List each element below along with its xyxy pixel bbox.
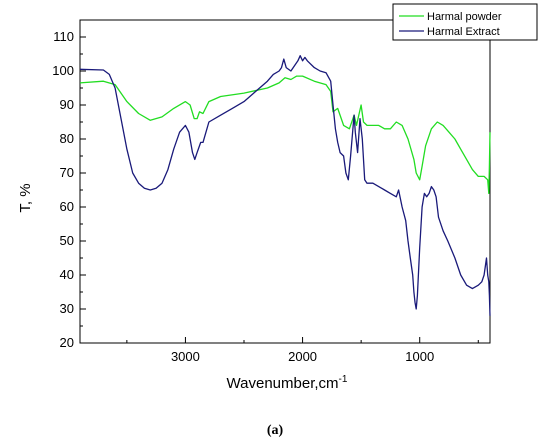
y-tick-label: 20 xyxy=(60,335,74,350)
y-tick-label: 80 xyxy=(60,131,74,146)
legend-label-harmal-powder: Harmal powder xyxy=(427,11,502,23)
y-tick-label: 70 xyxy=(60,165,74,180)
legend: Harmal powder Harmal Extract xyxy=(392,3,538,41)
figure-caption: (a) xyxy=(267,423,284,438)
legend-label-harmal-extract: Harmal Extract xyxy=(427,26,500,38)
y-axis-label: T, % xyxy=(17,183,34,212)
y-tick-label: 30 xyxy=(60,301,74,316)
y-tick-label: 60 xyxy=(60,199,74,214)
x-tick-label: 3000 xyxy=(171,349,200,364)
legend-box xyxy=(392,3,538,41)
x-axis-label-text: Wavenumber,cm xyxy=(227,375,339,392)
x-tick-label: 1000 xyxy=(405,349,434,364)
y-tick-label: 40 xyxy=(60,267,74,282)
series-line-harmal-powder xyxy=(79,75,491,195)
y-tick-label: 50 xyxy=(60,233,74,248)
x-axis-label: Wavenumber,cm-1 xyxy=(227,374,348,392)
plot-frame xyxy=(79,19,491,344)
series-lines xyxy=(79,55,491,316)
x-tick-label: 2000 xyxy=(288,349,317,364)
y-tick-label: 110 xyxy=(53,29,74,44)
y-tick-label: 100 xyxy=(52,63,74,78)
series-line-harmal-extract xyxy=(79,55,491,316)
x-axis-ticks: 3000 2000 1000 xyxy=(126,337,479,364)
plot-frame-group xyxy=(79,19,491,344)
y-axis-ticks: 20 30 40 50 60 70 80 90 100 110 xyxy=(52,19,86,350)
x-axis-label-superscript: -1 xyxy=(339,374,348,385)
y-tick-label: 90 xyxy=(60,97,74,112)
